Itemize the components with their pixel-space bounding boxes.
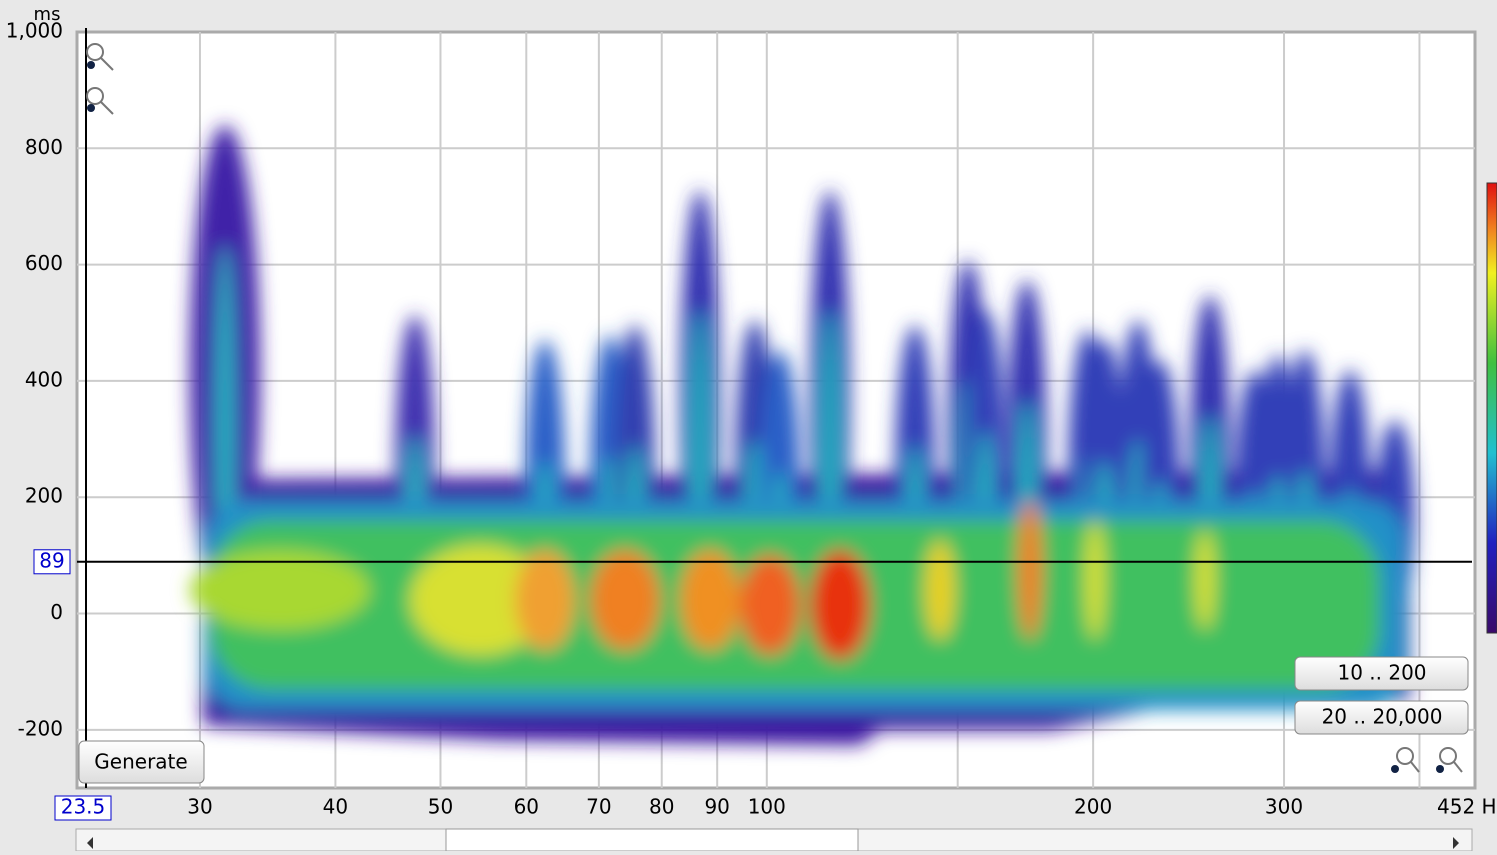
x-tick-label: 30 (187, 795, 212, 819)
generate-button[interactable]: Generate (78, 740, 205, 784)
y-tick-label: 800 (25, 135, 63, 159)
heat-hotspot (590, 550, 660, 650)
button-label[interactable]: Generate (94, 750, 187, 774)
x-tick-label: 100 (748, 795, 786, 819)
heat-hotspot (1018, 500, 1042, 640)
x-start-box (54, 795, 112, 821)
heat-hotspot (680, 550, 740, 650)
y-tick-label: 0 (50, 600, 63, 624)
x-tick-label: 80 (649, 795, 674, 819)
range-button[interactable]: 20 .. 20,000 (1294, 700, 1469, 735)
x-end-label: 452 H (1437, 795, 1497, 819)
range-button[interactable]: 10 .. 200 (1294, 656, 1469, 691)
button-label[interactable]: 10 .. 200 (1337, 661, 1426, 685)
x-tick-label: 50 (428, 795, 453, 819)
scrollbar[interactable] (75, 828, 1473, 852)
heat-hotspot (515, 550, 575, 650)
heat-hotspot (1195, 530, 1215, 630)
cursor-label: 89 (39, 548, 64, 572)
heat-hotspot (810, 550, 870, 660)
heat-hotspot (190, 550, 370, 630)
axes: -200 0 200 400 600 800 1,000 30 40 50 60 70 80 90 100 2… (6, 19, 1497, 821)
y-unit: ms (34, 4, 61, 25)
y-tick-label: 1,000 (6, 19, 63, 43)
y-tick-label: -200 (18, 716, 63, 740)
x-tick-label: 90 (704, 795, 729, 819)
zoom-icons[interactable] (86, 43, 1463, 773)
heat-hotspot (925, 540, 955, 640)
x-tick-label: 40 (323, 795, 348, 819)
y-tick-label: 600 (25, 251, 63, 275)
button-label[interactable]: 20 .. 20,000 (1322, 705, 1443, 729)
heat-hotspot (740, 555, 800, 655)
y-tick-label: 200 (25, 484, 63, 508)
cursor-box (33, 549, 71, 575)
heat-hotspot (1085, 520, 1105, 640)
x-tick-label: 300 (1265, 795, 1303, 819)
x-tick-label: 60 (514, 795, 539, 819)
x-tick-label: 70 (586, 795, 611, 819)
x-start-label: 23.5 (61, 795, 106, 819)
heat-hotspot (410, 545, 550, 655)
x-tick-label: 200 (1074, 795, 1112, 819)
color-bar (1486, 182, 1497, 634)
y-tick-label: 400 (25, 367, 63, 391)
